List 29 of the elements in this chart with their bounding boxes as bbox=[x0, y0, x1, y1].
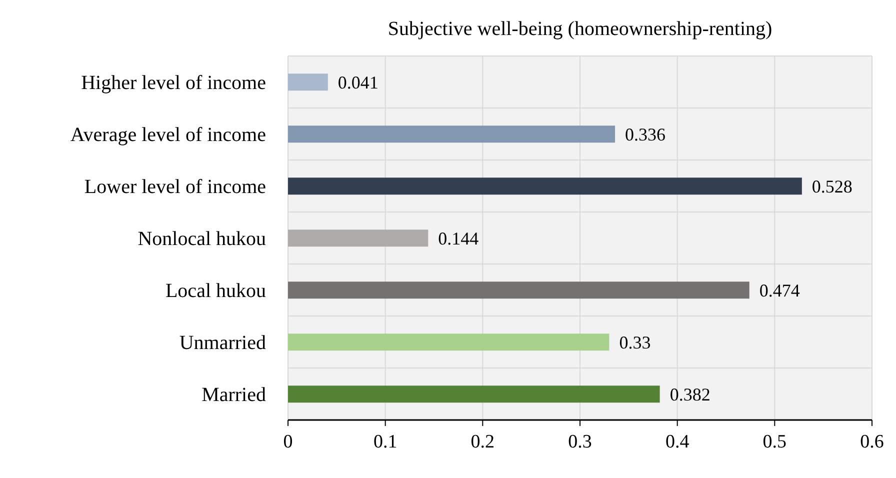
x-tick-label: 0.3 bbox=[568, 431, 592, 452]
bar bbox=[288, 178, 802, 195]
y-tick-label: Higher level of income bbox=[81, 72, 266, 94]
y-tick-label: Average level of income bbox=[70, 124, 266, 146]
data-label: 0.474 bbox=[759, 280, 800, 301]
y-tick-label: Local hukou bbox=[165, 280, 266, 302]
bar bbox=[288, 386, 660, 403]
x-tick-label: 0.6 bbox=[860, 431, 884, 452]
x-tick-label: 0 bbox=[283, 431, 293, 452]
x-tick-label: 0.2 bbox=[470, 431, 495, 452]
bar bbox=[288, 74, 328, 91]
x-tick-label: 0.1 bbox=[373, 431, 398, 452]
bar bbox=[288, 282, 750, 299]
chart-title: Subjective well-being (homeownership-renting) bbox=[386, 18, 774, 41]
y-tick-label: Married bbox=[202, 384, 266, 406]
y-tick-label: Unmarried bbox=[179, 332, 266, 354]
data-label: 0.382 bbox=[670, 384, 710, 405]
data-label: 0.528 bbox=[812, 176, 852, 197]
bar bbox=[288, 126, 616, 143]
y-tick-label: Lower level of income bbox=[84, 176, 266, 198]
x-tick-label: 0.4 bbox=[665, 431, 690, 452]
data-label: 0.041 bbox=[338, 72, 378, 93]
data-label: 0.144 bbox=[438, 228, 479, 249]
data-label: 0.336 bbox=[625, 124, 666, 145]
bar bbox=[288, 334, 610, 351]
data-label: 0.33 bbox=[619, 332, 651, 353]
x-tick-label: 0.5 bbox=[762, 431, 787, 452]
y-tick-label: Nonlocal hukou bbox=[138, 228, 266, 250]
bar bbox=[288, 230, 428, 247]
